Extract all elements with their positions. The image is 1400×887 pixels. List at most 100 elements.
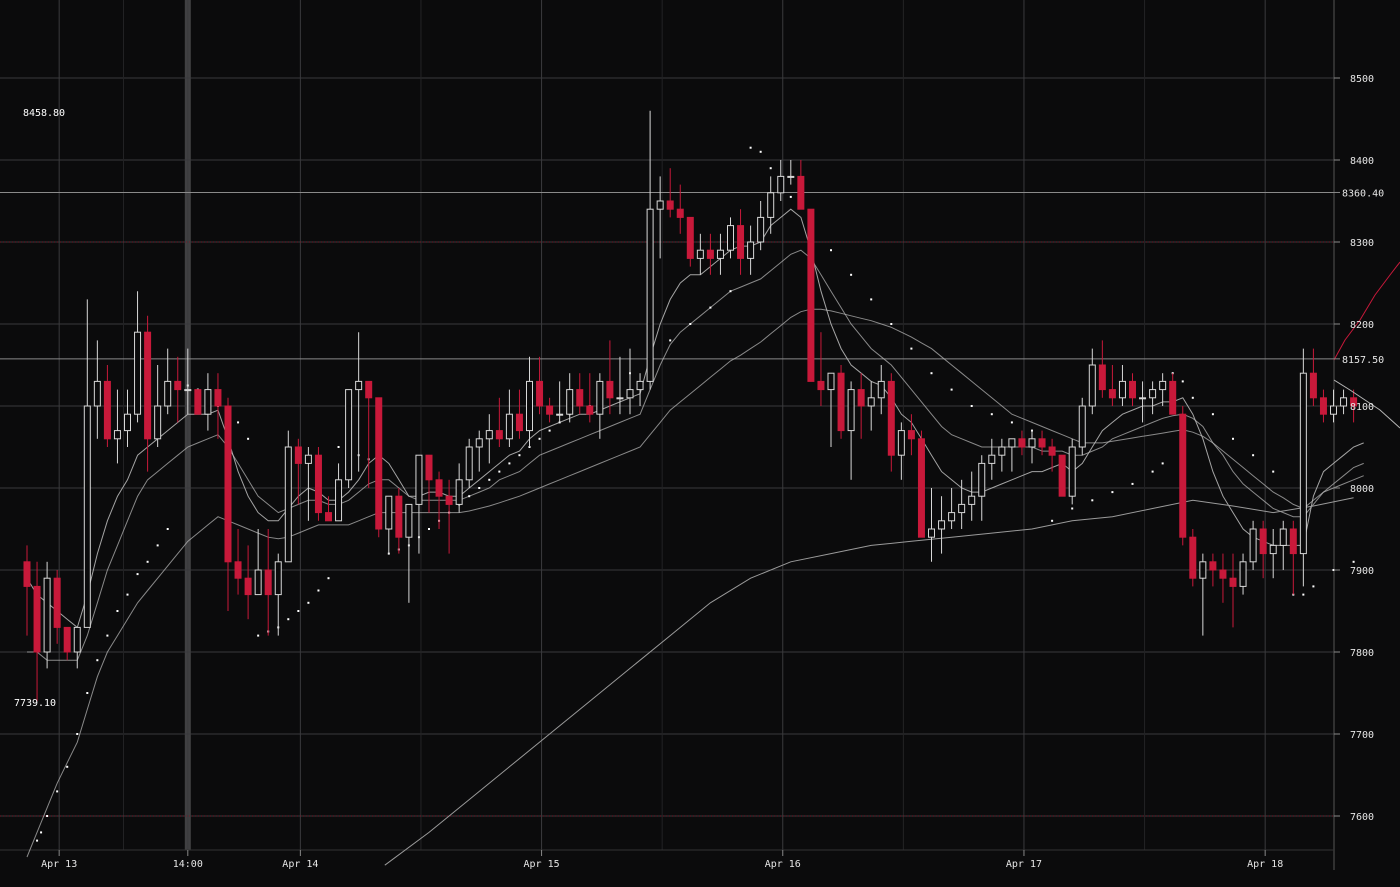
candle xyxy=(586,373,594,423)
candle xyxy=(1279,520,1287,570)
candle-body xyxy=(174,380,182,391)
candle-body xyxy=(284,446,292,563)
candle-body xyxy=(807,208,815,382)
candle xyxy=(475,430,483,472)
sar-dot xyxy=(116,610,119,612)
y-tick-label: 7700 xyxy=(1350,730,1374,741)
candle-body xyxy=(1319,397,1327,415)
candle-body xyxy=(1299,372,1307,555)
candle xyxy=(1068,438,1076,505)
sar-dot xyxy=(990,413,993,416)
candle-body xyxy=(1229,577,1237,587)
candle xyxy=(284,430,292,563)
candle-body xyxy=(244,577,252,596)
candle-body xyxy=(335,479,343,522)
candle-body xyxy=(224,405,232,563)
sar-dot xyxy=(689,323,692,325)
candle-body xyxy=(546,405,554,415)
candle xyxy=(214,373,222,439)
y-axis: 7600 7700 7800 7900 8000 8100 8200 8300 8400 8500… xyxy=(1334,74,1384,823)
candle-body xyxy=(485,430,493,440)
candle xyxy=(1149,381,1157,415)
candle-body xyxy=(1239,561,1247,587)
candle xyxy=(1309,348,1317,406)
candle-body xyxy=(1189,536,1197,579)
candle-body xyxy=(63,626,71,653)
candle xyxy=(355,332,363,472)
x-tick-label: Apr 15 xyxy=(523,859,559,870)
candle xyxy=(405,503,413,603)
candle-body xyxy=(274,561,282,596)
candle-body xyxy=(505,413,513,440)
sar-dot xyxy=(337,446,340,448)
candle xyxy=(616,356,624,415)
candle xyxy=(1299,348,1307,587)
candle-body xyxy=(515,413,523,432)
candle-body xyxy=(716,249,724,259)
candle-body xyxy=(686,216,694,259)
candle xyxy=(43,561,51,669)
sar-dot xyxy=(297,610,300,612)
candle-body xyxy=(616,397,624,400)
long-moving-average-line xyxy=(384,497,1354,866)
annotation-high-label: 8458.80 xyxy=(23,108,65,119)
sar-dot xyxy=(166,528,169,530)
gray-indicator-line xyxy=(1333,379,1400,429)
sar-dot xyxy=(749,146,752,149)
candle xyxy=(294,438,302,505)
candle xyxy=(103,365,111,447)
candle xyxy=(204,373,212,431)
candle-body xyxy=(897,430,905,456)
candle xyxy=(938,496,946,554)
candle xyxy=(445,479,453,554)
candle-body xyxy=(134,331,142,415)
candle xyxy=(1098,340,1106,398)
sar-dot xyxy=(126,593,129,596)
candle xyxy=(254,529,262,596)
candle-body xyxy=(978,462,986,497)
candle-body xyxy=(566,389,574,415)
candle-body xyxy=(1330,405,1337,415)
sar-dot xyxy=(1352,560,1355,563)
candle-body xyxy=(1309,372,1317,399)
candle-body xyxy=(837,372,845,432)
candle xyxy=(837,365,845,439)
candle xyxy=(264,529,272,636)
candle-body xyxy=(1038,438,1046,448)
candle xyxy=(596,373,604,439)
sar-dot xyxy=(1111,491,1114,494)
price-level-label: 8360.40 xyxy=(1342,188,1384,199)
candle xyxy=(576,373,584,415)
sar-dot xyxy=(1332,569,1335,571)
candle xyxy=(737,209,745,275)
candle-body xyxy=(1098,364,1106,391)
candle-body xyxy=(234,561,242,579)
candle xyxy=(1048,438,1056,472)
x-tick-label: Apr 18 xyxy=(1247,859,1283,870)
candle-body xyxy=(536,380,544,407)
candle-body xyxy=(1340,397,1348,407)
sar-dot xyxy=(950,388,953,391)
sar-dot xyxy=(1181,380,1184,383)
candle-body xyxy=(877,380,885,399)
candle xyxy=(928,488,935,562)
sar-dot xyxy=(237,421,240,424)
candle-body xyxy=(425,454,433,481)
candle-body xyxy=(144,331,152,440)
candle xyxy=(134,291,142,423)
candle xyxy=(465,438,473,488)
candle xyxy=(1159,373,1167,406)
candles xyxy=(23,110,1358,702)
candle-body xyxy=(1179,413,1187,538)
candle xyxy=(1038,430,1046,456)
candle-body xyxy=(415,454,423,505)
candle-body xyxy=(445,495,453,505)
candle xyxy=(53,570,61,644)
candle-body xyxy=(797,175,805,210)
candle-body xyxy=(304,454,312,464)
candle xyxy=(415,454,423,554)
candle-body xyxy=(1108,389,1116,399)
annotation-low-label: 7739.10 xyxy=(14,698,56,709)
